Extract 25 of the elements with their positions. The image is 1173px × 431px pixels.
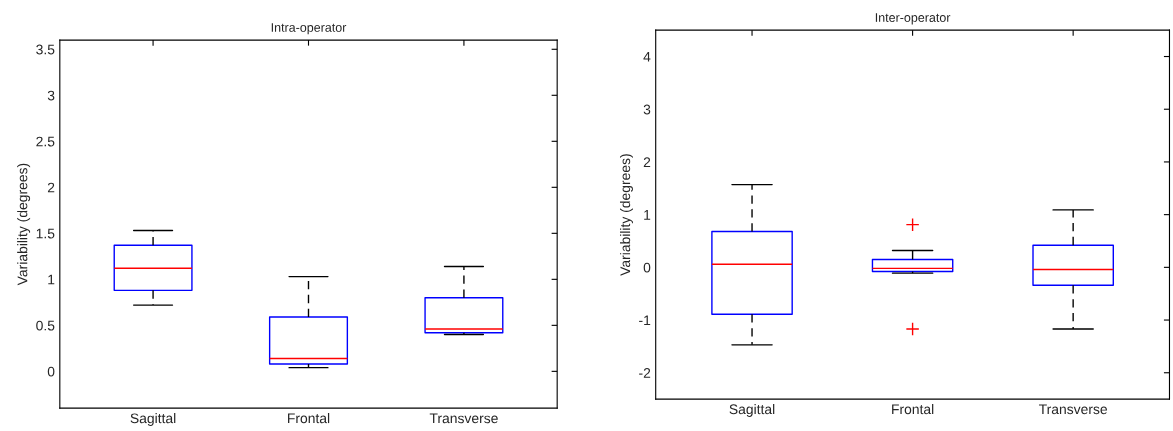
chart-title: Inter-operator bbox=[875, 13, 951, 25]
y-tick-label: 0 bbox=[47, 366, 55, 377]
y-axis-title: Variability (degrees) bbox=[17, 163, 31, 286]
y-tick-label: 1 bbox=[644, 210, 651, 220]
y-tick-label: 2.5 bbox=[36, 136, 55, 147]
x-tick-label: Sagittal bbox=[130, 413, 176, 426]
y-tick-label: 0 bbox=[643, 262, 651, 273]
y-tick-label: 0.5 bbox=[36, 320, 55, 331]
chart-title: Intra-operator bbox=[271, 23, 347, 35]
y-tick-label: 4 bbox=[643, 52, 651, 62]
x-tick-label: Transverse bbox=[429, 413, 498, 424]
y-tick-label: 3.5 bbox=[36, 44, 55, 55]
y-tick-label: -2 bbox=[639, 368, 651, 378]
y-tick-label: 3 bbox=[47, 90, 55, 101]
y-axis-title: Variability (degrees) bbox=[620, 154, 633, 276]
y-tick-label: 2 bbox=[643, 157, 651, 167]
x-tick-label: Frontal bbox=[892, 403, 934, 415]
x-tick-label: Transverse bbox=[1038, 404, 1108, 415]
y-tick-label: 1 bbox=[48, 274, 55, 285]
x-tick-label: Sagittal bbox=[729, 403, 775, 417]
x-tick-label: Frontal bbox=[288, 413, 330, 424]
y-tick-label: 2 bbox=[47, 182, 55, 193]
y-tick-label: -1 bbox=[639, 315, 651, 326]
y-tick-label: 3 bbox=[643, 104, 651, 115]
y-tick-label: 1.5 bbox=[36, 228, 55, 239]
